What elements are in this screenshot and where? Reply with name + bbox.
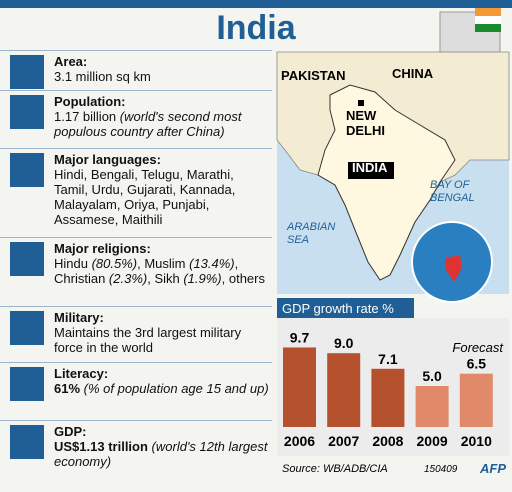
flag-white — [475, 16, 501, 24]
x-tick-label: 2008 — [372, 433, 403, 449]
fact-text: Literacy: 61% (% of population age 15 and… — [54, 366, 270, 396]
fact-text: Population: 1.17 billion (world's second … — [54, 94, 270, 139]
fact-run: (13.4%) — [189, 256, 235, 271]
fact-run: (80.5%) — [91, 256, 138, 271]
fact-label: Major religions: — [54, 241, 151, 256]
bar — [283, 347, 316, 427]
fact-icon — [10, 153, 44, 187]
fact-icon — [10, 367, 44, 401]
source: Source: WB/ADB/CIA — [282, 463, 388, 475]
bar — [327, 353, 361, 427]
fact-run: (2.3%) — [108, 271, 148, 286]
data-label: 9.7 — [290, 329, 310, 345]
fact-run: , Christian — [54, 256, 239, 286]
fact-row: Literacy: 61% (% of population age 15 and… — [0, 362, 272, 421]
top-band — [0, 0, 512, 8]
fact-run: 3.1 million sq km — [54, 69, 151, 84]
map-label: INDIA — [352, 160, 388, 175]
fact-label: Military: — [54, 310, 104, 325]
fact-icon — [10, 425, 44, 459]
x-tick-label: 2006 — [284, 433, 315, 449]
agency: AFP — [479, 461, 506, 476]
fact-run: (1.9%) — [183, 271, 222, 286]
fact-run: 61% — [54, 381, 84, 396]
bar — [459, 373, 493, 427]
fact-row: Major religions: Hindu (80.5%), Muslim (1… — [0, 237, 272, 307]
fact-run: , others — [221, 271, 265, 286]
fact-label: Literacy: — [54, 366, 109, 381]
data-label: 5.0 — [422, 368, 442, 384]
fact-label: Major languages: — [54, 152, 161, 167]
chart-title-bg — [277, 298, 414, 318]
data-label: 7.1 — [378, 351, 398, 367]
code: 150409 — [424, 464, 458, 475]
flag-saffron — [475, 8, 501, 16]
fact-icon — [10, 95, 44, 129]
fact-row: Military: Maintains the 3rd largest milit… — [0, 306, 272, 363]
x-tick-label: 2007 — [328, 433, 359, 449]
label-bg — [348, 162, 394, 179]
fact-text: Area: 3.1 million sq km — [54, 54, 270, 84]
fact-label: Population: — [54, 94, 126, 109]
annotation: Forecast — [452, 340, 504, 355]
fact-run: Maintains the 3rd largest military force… — [54, 325, 242, 355]
fact-body: Hindi, Bengali, Telugu, Marathi, Tamil, … — [54, 167, 270, 227]
map-label: PAKISTAN — [281, 68, 346, 83]
fact-text: Major religions: Hindu (80.5%), Muslim (1… — [54, 241, 270, 286]
fact-body: 1.17 billion (world's second most populo… — [54, 109, 270, 139]
fact-body: Hindu (80.5%), Muslim (13.4%), Christian… — [54, 256, 270, 286]
fact-icon — [10, 55, 44, 89]
fact-run: 1.17 billion — [54, 109, 120, 124]
fact-run: (world's second most populous country af… — [54, 109, 242, 139]
x-tick-label: 2010 — [461, 433, 492, 449]
fact-row: Area: 3.1 million sq km — [0, 50, 272, 91]
map-label: CHINA — [392, 66, 434, 81]
fact-run: (% of population age 15 and up) — [83, 381, 269, 396]
title: India — [216, 9, 296, 47]
fact-text: Major languages: Hindi, Bengali, Telugu, … — [54, 152, 270, 227]
fact-body: 61% (% of population age 15 and up) — [54, 381, 270, 396]
map-label: ARABIAN SEA — [286, 221, 335, 246]
fact-row: Population: 1.17 billion (world's second … — [0, 90, 272, 149]
flag-green — [475, 24, 501, 32]
fact-run: Hindu — [54, 256, 92, 271]
fact-label: Area: — [54, 54, 88, 69]
data-label: 9.0 — [334, 335, 354, 351]
bar — [371, 368, 405, 427]
fact-body: 3.1 million sq km — [54, 69, 270, 84]
fact-icon — [10, 311, 44, 345]
fact-text: Military: Maintains the 3rd largest milit… — [54, 310, 270, 355]
globe-india — [445, 255, 462, 282]
fact-run: (world's 12th largest economy) — [54, 439, 268, 469]
chart-title: GDP growth rate % — [282, 301, 394, 316]
fact-run: US$1.13 trillion — [54, 439, 152, 454]
fact-label: GDP: — [54, 424, 87, 439]
capital-marker — [358, 100, 364, 106]
map-label: BAY OF BENGAL — [430, 179, 475, 204]
fact-row: Major languages: Hindi, Bengali, Telugu, … — [0, 148, 272, 238]
data-label: 6.5 — [467, 356, 487, 372]
fact-run: , Sikh — [147, 271, 184, 286]
fact-row: GDP: US$1.13 trillion (world's 12th large… — [0, 420, 272, 479]
fact-text: GDP: US$1.13 trillion (world's 12th large… — [54, 424, 270, 469]
fact-body: US$1.13 trillion (world's 12th largest e… — [54, 439, 270, 469]
fact-run: , Muslim — [137, 256, 190, 271]
fact-icon — [10, 242, 44, 276]
map-label: NEW DELHI — [346, 108, 385, 138]
india-outline — [317, 84, 456, 281]
bar — [415, 386, 449, 427]
fact-run: Hindi, Bengali, Telugu, Marathi, Tamil, … — [54, 167, 236, 227]
x-tick-label: 2009 — [417, 433, 448, 449]
fact-body: Maintains the 3rd largest military force… — [54, 325, 270, 355]
